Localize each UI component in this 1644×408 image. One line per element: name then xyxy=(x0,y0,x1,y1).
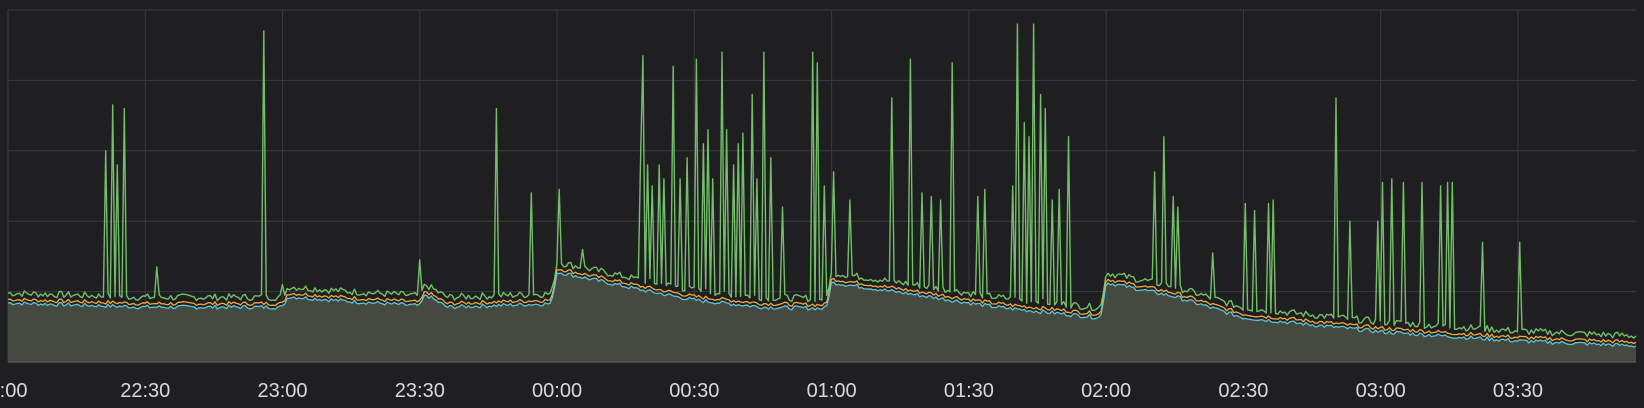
x-tick-label: 00:30 xyxy=(669,380,719,402)
x-tick-label: 01:30 xyxy=(944,380,994,402)
x-tick-label: 23:30 xyxy=(395,380,445,402)
series-line xyxy=(7,269,1637,345)
x-axis-ticks: 2:00 22:30 23:00 23:30 00:00 00:30 01:00 01:30 0… xyxy=(0,380,1543,402)
series-lines xyxy=(7,23,1637,348)
horizontal-gridlines xyxy=(8,9,1636,293)
x-tick-label: 03:30 xyxy=(1493,380,1543,402)
area-fill xyxy=(8,273,1636,362)
series-line xyxy=(7,23,1637,339)
x-tick-label: 02:30 xyxy=(1218,380,1268,402)
x-tick-label: 2:00 xyxy=(0,380,27,402)
x-tick-label: 00:00 xyxy=(532,380,582,402)
x-tick-label: 02:00 xyxy=(1081,380,1131,402)
x-tick-label: 03:00 xyxy=(1356,380,1406,402)
x-tick-label: 01:00 xyxy=(807,380,857,402)
x-tick-label: 22:30 xyxy=(120,380,170,402)
series-line xyxy=(7,272,1637,348)
x-tick-label: 23:00 xyxy=(258,380,308,402)
